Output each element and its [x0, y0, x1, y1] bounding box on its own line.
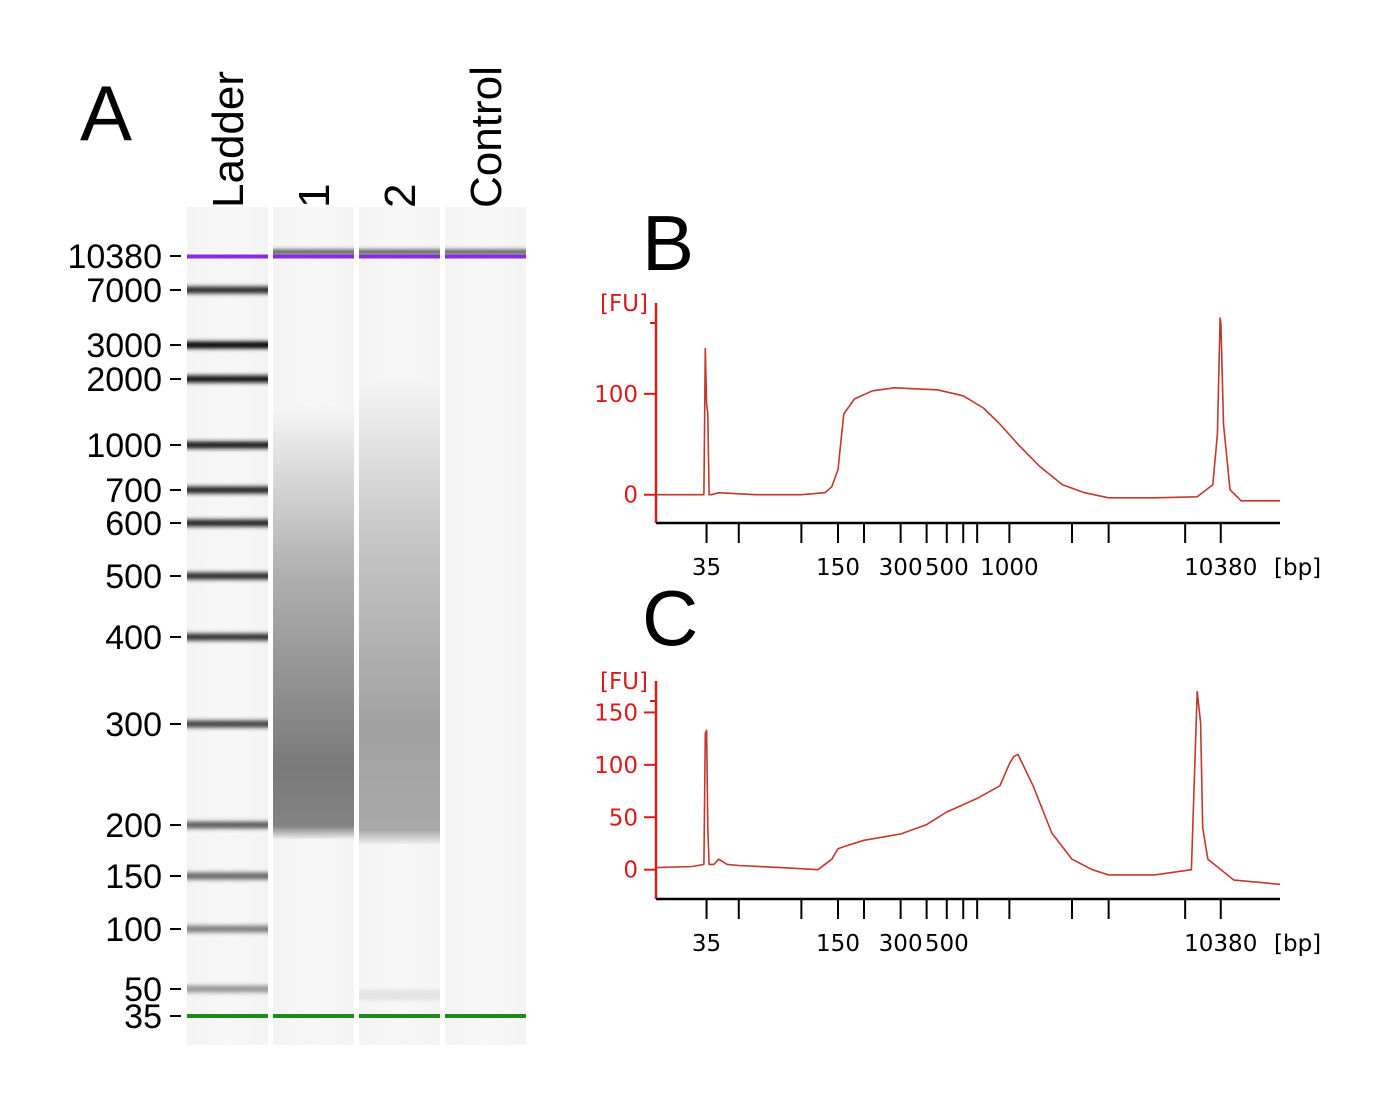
lane-label-2: 2 [376, 184, 425, 208]
x-tick-label-150: 150 [816, 555, 860, 581]
lower-marker-band [445, 1014, 526, 1018]
ladder-band-100 [187, 925, 268, 933]
size-label-1000: 1000 [86, 427, 162, 465]
ladder-band-300 [187, 720, 268, 728]
y-tick-label-150: 150 [594, 700, 638, 726]
ladder-band-500 [187, 572, 268, 580]
lower-marker-band [187, 1014, 268, 1018]
lane-label-control: Control [462, 66, 511, 208]
x-tick-label-500: 500 [925, 931, 969, 957]
lane-label-ladder: Ladder [204, 71, 253, 208]
gel-smear-lane-2 [359, 379, 440, 844]
x-unit-label: [bp] [1274, 555, 1321, 581]
upper-marker-band [359, 254, 440, 259]
gel-haze-lane-2 [359, 990, 440, 1000]
ladder-band-200 [187, 821, 268, 829]
x-tick-label-1000: 1000 [980, 555, 1039, 581]
size-label-50: 50 [124, 971, 162, 1009]
trace-line [655, 690, 1281, 886]
panel-b-letter: B [642, 199, 694, 287]
size-label-100: 100 [105, 911, 162, 949]
size-label-150: 150 [105, 858, 162, 896]
gel-lane-1 [187, 207, 268, 1045]
x-tick-label-10380: 10380 [1184, 555, 1257, 581]
x-tick-label-10380: 10380 [1184, 931, 1257, 957]
x-tick-label-35: 35 [692, 555, 721, 581]
x-tick-label-300: 300 [879, 931, 923, 957]
size-label-35: 35 [124, 998, 162, 1036]
gel-lane-labels: Ladder 1 2 Control [204, 66, 511, 208]
x-tick-label-500: 500 [925, 555, 969, 581]
size-label-500: 500 [105, 558, 162, 596]
panel-a-letter: A [80, 69, 132, 157]
y-tick-label-50: 50 [609, 805, 638, 831]
y-axis-label: [FU] [600, 291, 648, 317]
y-tick-label-100: 100 [594, 382, 638, 408]
ladder-band-600 [187, 519, 268, 527]
upper-marker-shadow [359, 250, 440, 254]
size-label-600: 600 [105, 505, 162, 543]
gel-lane-4 [445, 207, 526, 1045]
upper-marker-band [273, 254, 354, 259]
gel-image [187, 207, 526, 1045]
gel-smear-lane-1 [273, 406, 354, 839]
size-label-700: 700 [105, 472, 162, 510]
upper-marker-shadow [445, 250, 526, 254]
y-tick-label-0: 0 [623, 858, 638, 884]
ladder-band-150 [187, 872, 268, 880]
ladder-band-7000 [187, 286, 268, 294]
panel-c-letter: C [642, 574, 698, 662]
x-unit-label: [bp] [1274, 931, 1321, 957]
x-tick-label-300: 300 [879, 555, 923, 581]
electropherogram-b: [FU] 0 100 35 150 300 500 1000 10380 [bp] [594, 291, 1321, 581]
y-tick-label-0: 0 [623, 483, 638, 509]
lane-label-1: 1 [290, 184, 339, 208]
y-tick-label-100: 100 [594, 753, 638, 779]
upper-marker-band [187, 254, 268, 259]
size-label-200: 200 [105, 807, 162, 845]
trace-line [656, 317, 1280, 502]
size-label-7000: 7000 [86, 272, 162, 310]
y-axis-label: [FU] [600, 669, 648, 695]
size-label-3000: 3000 [86, 327, 162, 365]
ladder-band-50 [187, 985, 268, 993]
ladder-band-1000 [187, 441, 268, 449]
upper-marker-band [445, 254, 526, 259]
x-tick-label-35: 35 [692, 931, 721, 957]
ladder-band-3000 [187, 341, 268, 349]
size-label-2000: 2000 [86, 361, 162, 399]
x-tick-label-150: 150 [816, 931, 860, 957]
size-label-300: 300 [105, 706, 162, 744]
ladder-band-2000 [187, 375, 268, 383]
ladder-band-400 [187, 633, 268, 641]
electropherogram-c: [FU] 0 50 100 150 35 150 300 500 10380 [bp] [594, 669, 1321, 957]
lower-marker-band [359, 1014, 440, 1018]
lower-marker-band [273, 1014, 354, 1018]
upper-marker-shadow [273, 250, 354, 254]
size-label-10380: 10380 [67, 238, 162, 276]
ladder-band-700 [187, 486, 268, 494]
size-label-400: 400 [105, 619, 162, 657]
